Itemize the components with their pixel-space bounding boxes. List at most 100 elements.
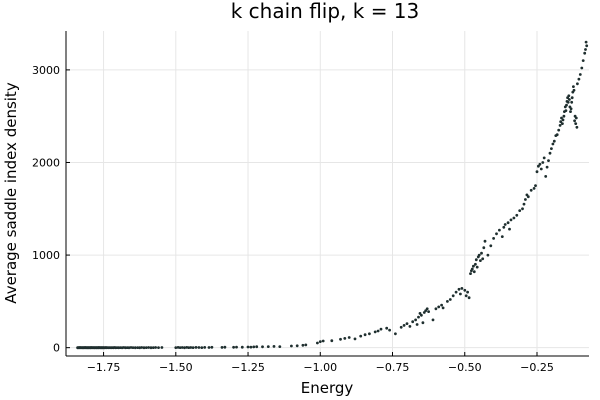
- data-point: [564, 109, 568, 112]
- data-point: [569, 107, 573, 111]
- x-tick-label: −0.50: [448, 361, 482, 374]
- data-point: [584, 40, 588, 44]
- data-point: [576, 82, 579, 86]
- data-point: [261, 345, 264, 349]
- data-point: [200, 346, 204, 349]
- data-point: [321, 339, 325, 343]
- data-point: [295, 344, 299, 348]
- data-point: [232, 345, 236, 349]
- data-point: [574, 116, 578, 120]
- data-point: [368, 332, 371, 336]
- data-point: [454, 290, 458, 294]
- data-point: [151, 346, 155, 349]
- data-point: [197, 346, 201, 349]
- data-point: [157, 346, 160, 349]
- data-point: [574, 122, 578, 125]
- data-point: [446, 300, 449, 303]
- data-point: [448, 298, 452, 301]
- data-point: [483, 239, 487, 243]
- data-point: [538, 162, 542, 166]
- data-point: [301, 343, 305, 347]
- data-point: [425, 307, 429, 311]
- data-point: [394, 332, 397, 336]
- data-point: [178, 346, 182, 349]
- data-point: [544, 175, 548, 178]
- data-point: [561, 122, 564, 125]
- data-point: [252, 345, 256, 349]
- data-point: [466, 290, 469, 294]
- x-tick-label: −1.75: [87, 361, 121, 374]
- data-point: [565, 103, 568, 107]
- data-point: [550, 147, 553, 151]
- data-point: [249, 345, 253, 349]
- data-point: [420, 313, 423, 317]
- data-point: [573, 119, 576, 123]
- x-tick-label: −0.75: [376, 361, 410, 374]
- data-point: [180, 346, 184, 349]
- data-point: [457, 287, 461, 291]
- data-point: [580, 66, 584, 70]
- data-point: [405, 322, 409, 325]
- data-point: [506, 221, 510, 225]
- data-point: [545, 165, 549, 169]
- data-point: [408, 325, 412, 328]
- data-point: [464, 294, 468, 298]
- y-tick-label: 2000: [32, 156, 60, 169]
- data-point: [441, 306, 445, 310]
- x-tick-label: −1.25: [231, 361, 265, 374]
- data-point: [363, 333, 367, 337]
- data-point: [498, 228, 501, 232]
- data-point: [482, 246, 486, 250]
- data-point: [548, 151, 552, 155]
- data-point: [154, 346, 158, 349]
- data-point: [191, 346, 195, 349]
- data-point: [502, 225, 506, 229]
- data-point: [343, 337, 347, 340]
- data-point: [373, 330, 377, 334]
- data-point: [555, 133, 559, 137]
- data-point: [142, 346, 146, 350]
- data-point: [460, 287, 464, 290]
- data-point: [318, 340, 322, 343]
- data-point: [272, 345, 276, 348]
- data-point: [532, 187, 536, 190]
- data-point: [503, 223, 507, 226]
- data-point: [459, 292, 462, 296]
- data-point: [560, 116, 563, 120]
- data-point: [220, 346, 224, 349]
- data-point: [470, 267, 474, 271]
- data-point: [512, 216, 516, 220]
- data-point: [194, 346, 198, 349]
- data-point: [524, 198, 527, 201]
- data-points: [76, 40, 589, 350]
- data-point: [477, 253, 481, 257]
- data-point: [469, 272, 472, 275]
- data-point: [266, 345, 270, 348]
- data-point: [557, 128, 561, 132]
- x-tick-label: −1.00: [303, 361, 337, 374]
- data-point: [489, 244, 493, 248]
- data-point: [559, 120, 563, 124]
- data-point: [472, 264, 475, 268]
- data-point: [223, 345, 227, 349]
- data-point: [330, 339, 334, 343]
- data-point: [515, 213, 519, 217]
- x-tick-label: −1.50: [159, 361, 193, 374]
- data-point: [160, 346, 164, 349]
- data-point: [235, 345, 238, 349]
- data-point: [431, 318, 435, 322]
- data-point: [440, 303, 443, 307]
- data-point: [534, 184, 537, 188]
- chart-title: k chain flip, k = 13: [231, 0, 420, 23]
- data-point: [437, 305, 441, 309]
- data-point: [568, 98, 571, 101]
- data-point: [495, 232, 498, 236]
- data-point: [133, 346, 137, 350]
- data-point: [518, 209, 522, 213]
- data-point: [136, 346, 140, 349]
- data-point: [486, 253, 490, 257]
- data-point: [421, 321, 425, 325]
- data-point: [567, 94, 571, 98]
- data-point: [474, 262, 477, 266]
